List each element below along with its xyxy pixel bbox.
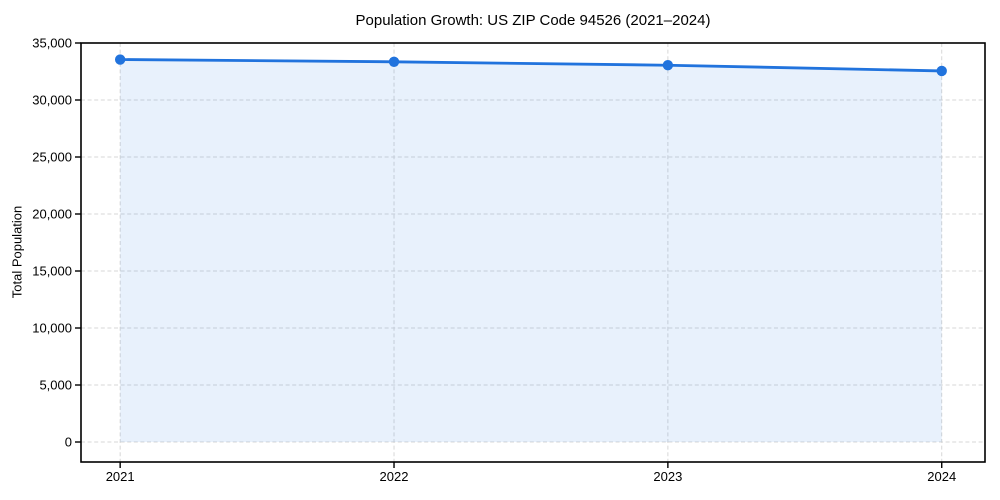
x-tick-label: 2022 [380, 469, 409, 484]
y-tick-label: 0 [65, 435, 72, 450]
data-point-2024 [936, 65, 947, 77]
area-fill [120, 59, 942, 443]
y-tick-label: 25,000 [32, 150, 72, 165]
chart-title: Population Growth: US ZIP Code 94526 (20… [355, 12, 711, 29]
data-point-2022 [388, 56, 400, 68]
population-line [118, 58, 944, 73]
y-tick-label: 15,000 [32, 264, 72, 279]
y-tick-label: 5,000 [39, 378, 72, 393]
y-tick-label: 20,000 [32, 207, 72, 222]
y-tick-label: 30,000 [32, 93, 72, 108]
x-tick-label: 2023 [653, 469, 682, 484]
y-tick-label: 35,000 [32, 36, 72, 51]
data-point-2021 [114, 54, 126, 65]
y-tick-label: 10,000 [32, 321, 72, 336]
plot-border [80, 42, 986, 463]
x-tick-label: 2024 [927, 469, 956, 484]
x-tick-label: 2021 [106, 469, 135, 484]
data-point-2023 [662, 60, 674, 71]
